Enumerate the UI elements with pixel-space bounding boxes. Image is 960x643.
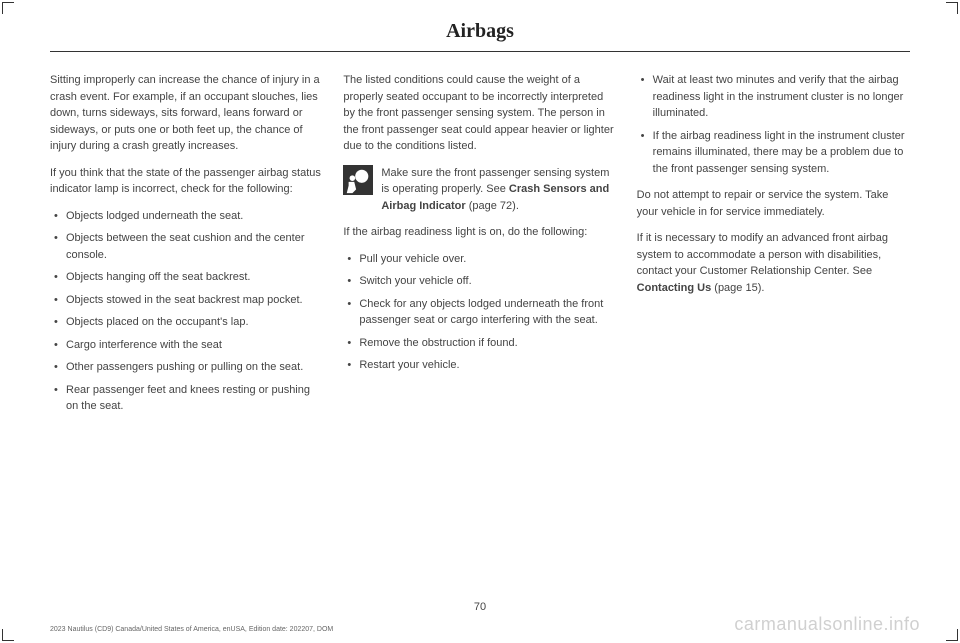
icon-text: Make sure the front passenger sensing sy… (381, 165, 616, 215)
list-item: Remove the obstruction if found. (343, 335, 616, 352)
crop-mark-bl (2, 629, 14, 641)
icon-paragraph: Make sure the front passenger sensing sy… (343, 165, 616, 215)
list-item: Pull your vehicle over. (343, 251, 616, 268)
list-item: Cargo interference with the seat (50, 337, 323, 354)
bullet-list: Wait at least two minutes and verify tha… (637, 72, 910, 177)
list-item: Switch your vehicle off. (343, 273, 616, 290)
list-item: Other passengers pushing or pulling on t… (50, 359, 323, 376)
crop-mark-tl (2, 2, 14, 14)
bullet-list: Objects lodged underneath the seat. Obje… (50, 208, 323, 415)
list-item: Wait at least two minutes and verify tha… (637, 72, 910, 122)
list-item: If the airbag readiness light in the ins… (637, 128, 910, 178)
list-item: Check for any objects lodged underneath … (343, 296, 616, 329)
content-columns: Sitting improperly can increase the chan… (50, 72, 910, 425)
bold-ref: Contacting Us (637, 282, 712, 294)
column-2: The listed conditions could cause the we… (343, 72, 616, 425)
body-text: If the airbag readiness light is on, do … (343, 224, 616, 241)
airbag-icon (343, 165, 373, 195)
list-item: Objects placed on the occupant's lap. (50, 314, 323, 331)
column-3: Wait at least two minutes and verify tha… (637, 72, 910, 425)
body-text: If it is necessary to modify an advanced… (637, 232, 888, 277)
crop-mark-tr (946, 2, 958, 14)
body-text: Do not attempt to repair or service the … (637, 187, 910, 220)
page-number: 70 (474, 601, 486, 613)
body-text: If you think that the state of the passe… (50, 165, 323, 198)
crop-mark-br (946, 629, 958, 641)
body-text: The listed conditions could cause the we… (343, 72, 616, 155)
body-text: (page 15). (711, 282, 764, 294)
watermark: carmanualsonline.info (734, 614, 920, 635)
list-item: Objects between the seat cushion and the… (50, 230, 323, 263)
body-text: If it is necessary to modify an advanced… (637, 230, 910, 296)
list-item: Restart your vehicle. (343, 357, 616, 374)
page-header: Airbags (50, 20, 910, 52)
bullet-list: Pull your vehicle over. Switch your vehi… (343, 251, 616, 374)
list-item: Rear passenger feet and knees resting or… (50, 382, 323, 415)
footer-text: 2023 Nautilus (CD9) Canada/United States… (50, 626, 333, 633)
list-item: Objects lodged underneath the seat. (50, 208, 323, 225)
list-item: Objects hanging off the seat backrest. (50, 269, 323, 286)
page-title: Airbags (50, 20, 910, 43)
body-text: (page 72). (466, 200, 519, 212)
column-1: Sitting improperly can increase the chan… (50, 72, 323, 425)
body-text: Sitting improperly can increase the chan… (50, 72, 323, 155)
list-item: Objects stowed in the seat backrest map … (50, 292, 323, 309)
